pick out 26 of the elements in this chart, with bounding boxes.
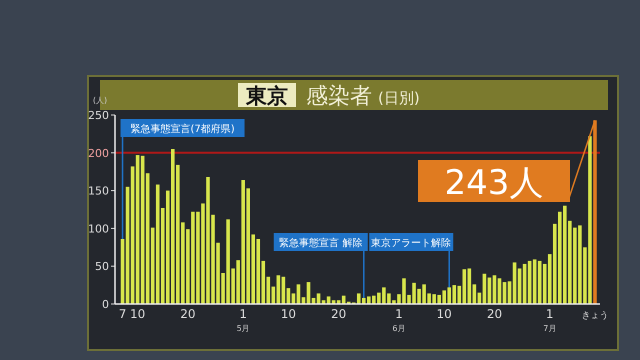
ref-line-label: 緊急事態宣言(7都府県) (130, 123, 235, 135)
y-tick-label: 0 (102, 298, 109, 311)
y-axis-title: (人) (92, 96, 108, 105)
text: 5月 (236, 324, 250, 333)
x-tick-label: きょう (581, 311, 608, 321)
y-tick-label: 50 (95, 260, 109, 274)
x-tick-label: 1 (546, 307, 554, 321)
chart-title: 東京 感染者 (日別) (245, 84, 420, 109)
y-tick-label: 250 (88, 109, 109, 122)
x-tick-label: 1 (239, 307, 247, 321)
y-tick-label: 150 (88, 184, 109, 198)
y-tick-label: 200 (88, 146, 109, 160)
x-tick-label: 7 (118, 307, 126, 321)
x-tick-label: 20 (331, 307, 346, 321)
x-tick-label: 10 (436, 307, 452, 321)
x-tick-label: 20 (180, 307, 196, 321)
ref-line-label: 東京アラート解除 (371, 237, 452, 249)
y-tick-label: 100 (88, 222, 109, 236)
text: 6月 (392, 324, 406, 333)
x-tick-label: 1 (395, 307, 403, 321)
annotation: 243人 (444, 163, 544, 203)
ref-line-label: 緊急事態宣言 解除 (279, 237, 362, 249)
text: 7月 (543, 324, 556, 333)
x-tick-label: 10 (130, 307, 146, 321)
x-tick-label: 20 (486, 307, 502, 321)
x-tick-label: 10 (280, 307, 296, 321)
